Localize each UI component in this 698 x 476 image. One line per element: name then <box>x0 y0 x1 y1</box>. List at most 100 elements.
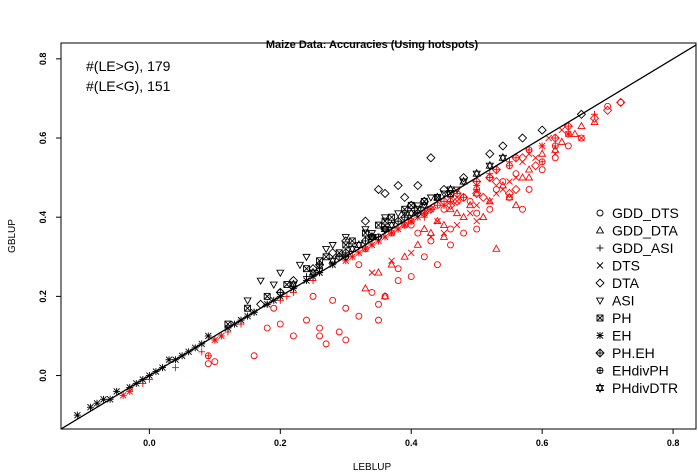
data-point <box>445 200 456 210</box>
data-point <box>401 205 409 213</box>
data-point <box>400 210 409 218</box>
series-ehdivph <box>204 130 572 360</box>
data-point <box>413 240 422 248</box>
legend-symbol <box>595 348 605 358</box>
data-point <box>465 200 475 209</box>
data-point <box>374 268 383 276</box>
series-gdd-dts <box>204 98 625 368</box>
annotation-le-greater: #(LE>G), 179 <box>86 58 171 74</box>
data-point <box>460 193 468 201</box>
y-axis: 0.0 0.2 0.4 0.6 0.8 <box>38 53 61 382</box>
data-point <box>504 188 515 199</box>
chart-title: Maize Data: Accuracies (Using hotspots) <box>266 39 479 51</box>
legend-item: PHdivDTR <box>595 380 678 396</box>
data-point <box>250 352 258 360</box>
data-point <box>564 142 572 150</box>
data-point <box>498 152 508 163</box>
data-point <box>616 97 626 108</box>
data-point <box>295 261 305 270</box>
data-point <box>119 391 127 399</box>
data-point <box>525 146 533 154</box>
data-point <box>604 102 612 110</box>
data-point <box>420 253 428 261</box>
data-point <box>387 220 396 231</box>
legend-symbol <box>596 332 604 339</box>
data-point <box>460 229 468 237</box>
data-point <box>361 245 369 253</box>
data-point <box>172 364 180 372</box>
data-point <box>420 200 429 211</box>
x-tick-label: 0.2 <box>274 438 287 448</box>
data-point <box>452 208 462 217</box>
data-point <box>524 165 534 173</box>
data-point <box>491 176 501 187</box>
y-tick-label: 0.8 <box>38 53 48 66</box>
data-point <box>466 197 474 205</box>
data-point <box>316 324 324 332</box>
series-gdd-dta <box>361 117 599 300</box>
data-point <box>537 149 547 157</box>
x-axis-label: LEBLUP <box>353 462 392 473</box>
legend-label: GDD_DTS <box>612 205 679 221</box>
data-point <box>303 265 310 273</box>
data-point <box>590 117 599 126</box>
data-point <box>375 300 382 308</box>
data-point <box>341 234 350 242</box>
data-point <box>433 261 441 269</box>
plot-frame <box>60 42 697 430</box>
legend-symbol <box>596 314 604 322</box>
data-point <box>439 232 449 240</box>
data-point <box>453 221 461 229</box>
data-point <box>367 232 377 242</box>
data-point <box>426 228 436 236</box>
data-point <box>380 224 390 235</box>
data-point <box>532 154 539 162</box>
data-point <box>617 98 625 106</box>
data-point <box>361 229 369 237</box>
data-point <box>439 220 449 228</box>
identity-line <box>61 44 696 429</box>
y-tick-label: 0.6 <box>38 132 48 145</box>
data-point <box>321 246 331 254</box>
data-point <box>263 324 271 332</box>
legend-label: GDD_DTA <box>612 223 679 239</box>
data-point <box>342 336 350 344</box>
data-point <box>551 134 559 142</box>
legend-symbol <box>596 244 604 252</box>
x-tick-label: 0.0 <box>143 438 156 448</box>
data-point <box>589 113 600 123</box>
data-point <box>316 332 324 340</box>
data-point <box>406 208 416 219</box>
data-point <box>388 213 396 221</box>
legend-item: DTA <box>595 275 640 291</box>
data-point <box>473 186 481 193</box>
data-point <box>373 184 384 195</box>
legend-label: GDD_ASI <box>612 240 673 256</box>
legend-label: ASI <box>612 293 635 309</box>
data-point <box>519 205 526 213</box>
data-point <box>283 292 291 300</box>
legend-symbol <box>596 367 604 374</box>
data-point <box>551 142 559 150</box>
data-point <box>413 180 423 191</box>
data-point <box>361 283 370 292</box>
legend-symbol <box>595 297 605 306</box>
data-point <box>473 201 481 209</box>
data-point <box>551 145 560 153</box>
data-point <box>563 121 573 131</box>
data-point <box>388 257 395 265</box>
data-point <box>473 225 481 233</box>
data-point <box>472 188 481 197</box>
data-point <box>530 161 541 171</box>
data-point <box>165 356 173 364</box>
data-point <box>538 166 546 174</box>
data-point <box>302 253 311 262</box>
data-point <box>328 242 337 250</box>
data-point <box>524 173 534 181</box>
data-point <box>577 121 586 129</box>
data-point <box>367 230 377 238</box>
data-point <box>407 273 415 281</box>
data-point <box>354 239 364 250</box>
data-point <box>486 198 494 205</box>
